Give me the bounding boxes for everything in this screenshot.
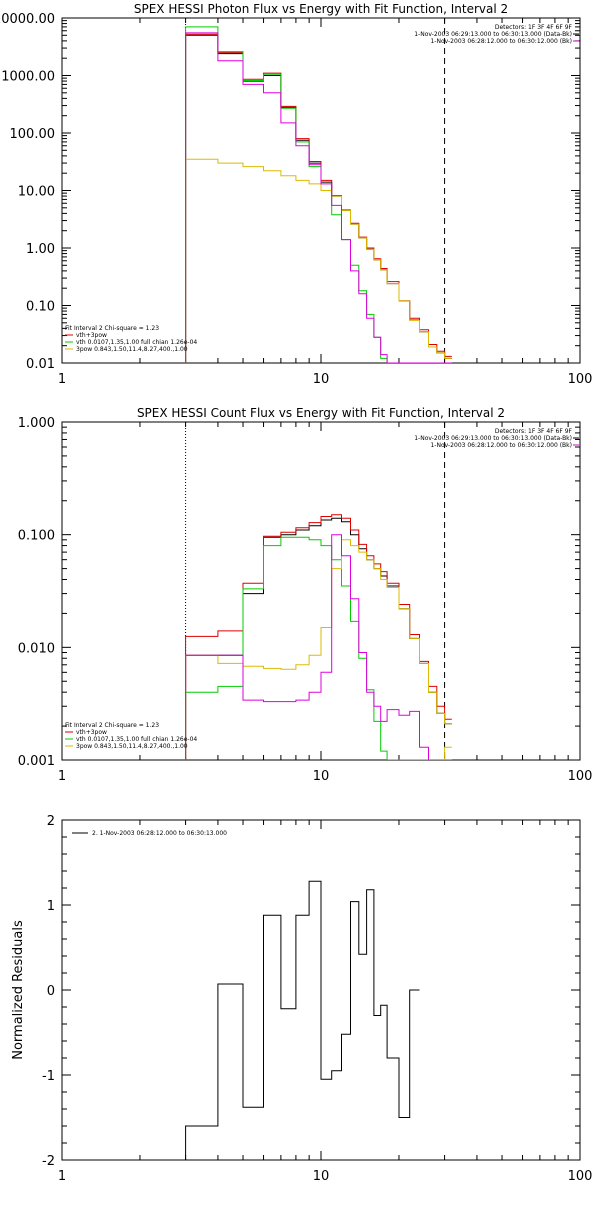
series-line-vth — [185, 26, 452, 363]
y-tick-label: 1000.00 — [1, 70, 55, 85]
legend-entry: 1-Nov-2003 06:29:13.000 to 06:30:13.000 … — [414, 435, 572, 442]
legend-entry: 3pow 0.843,1.50,11.4,8.27,400.,1.00 — [76, 743, 188, 750]
legend-entry: 1-Nov-2003 06:28:12.000 to 06:30:12.000 … — [430, 442, 572, 449]
series-line-data-bk — [185, 517, 452, 760]
y-tick-label: 0.01 — [26, 357, 55, 372]
y-axis-title: Normalized Residuals — [11, 920, 26, 1060]
series-group-2 — [185, 514, 452, 760]
legend-entry: Detectors: 1F 3F 4F 6F 9F — [495, 428, 573, 435]
legend-entry: Detectors: 1F 3F 4F 6F 9F — [495, 24, 573, 31]
y-tick-label: 0 — [47, 984, 55, 999]
y-axis-2: 0.001 0.010 0.100 1.000 — [18, 416, 580, 769]
legend-entry: Fit Interval 2 Chi-square = 1.23 — [65, 722, 159, 729]
y-tick-label: 1 — [47, 899, 55, 914]
y-tick-label: -2 — [42, 1154, 55, 1169]
series-line-data-bk — [185, 34, 452, 363]
x-axis-2: 1 10 100 — [58, 422, 593, 784]
series-line-vth-3pow — [185, 33, 452, 363]
series-line-vth-3pow — [185, 514, 452, 760]
y-axis-3: -2 -1 0 1 2 — [42, 814, 580, 1169]
y-tick-label: 10000.00 — [0, 12, 55, 27]
legend-entry: Fit Interval 2 Chi-square = 1.23 — [65, 325, 159, 332]
x-tick-label: 10 — [313, 1169, 330, 1184]
series-line-bk — [185, 32, 452, 363]
plot-frame-2 — [61, 421, 581, 761]
series-line-3pow — [185, 158, 452, 363]
y-tick-label: 1.00 — [26, 242, 55, 257]
x-axis-1: 1 10 100 — [58, 18, 593, 387]
series-line-vth — [185, 536, 452, 760]
series-group-3 — [185, 880, 420, 1160]
legend-bottom-1: Fit Interval 2 Chi-square = 1.23vth+3pow… — [65, 325, 197, 353]
legend-top-3: 2. 1-Nov-2003 06:28:12.000 to 06:30:13.0… — [72, 830, 227, 837]
x-tick-label: 1 — [58, 769, 66, 784]
series-group-1 — [185, 26, 452, 363]
y-tick-label: 0.100 — [18, 529, 55, 544]
legend-top-1: Detectors: 1F 3F 4F 6F 9F1-Nov-2003 06:2… — [414, 24, 579, 45]
chart-panel-1: SPEX HESSI Photon Flux vs Energy with Fi… — [0, 2, 592, 387]
legend-bottom-2: Fit Interval 2 Chi-square = 1.23vth+3pow… — [65, 722, 197, 750]
legend-top-2: Detectors: 1F 3F 4F 6F 9F1-Nov-2003 06:2… — [414, 428, 579, 449]
legend-entry: 1-Nov-2003 06:29:13.000 to 06:30:13.000 … — [414, 31, 572, 38]
y-tick-label: 1.000 — [18, 416, 55, 431]
x-tick-label: 10 — [313, 769, 330, 784]
x-axis-3: 1 10 100 — [58, 820, 593, 1184]
legend-entry: 3pow 0.843,1.50,11.4,8.27,400.,1.00 — [76, 346, 188, 353]
chart-panel-3: 1 10 100 -2 -1 0 1 2 Normalized Residuals 2. 1-No… — [11, 814, 592, 1184]
series-line-2-1-nov-2003-06-28-12-000-to-06-30-13-000 — [185, 880, 420, 1160]
y-tick-label: -1 — [42, 1069, 55, 1084]
series-line-data-bk — [444, 746, 452, 760]
x-tick-label: 1 — [58, 372, 66, 387]
series-line-3pow — [185, 539, 452, 760]
chart-panel-2: SPEX HESSI Count Flux vs Energy with Fit… — [18, 406, 593, 784]
y-axis-1: 0.01 0.10 1.00 10.00 100.00 1000.00 10000.00 — [0, 12, 580, 372]
legend-entry: vth 0.0107,1.35,1.00 full chian 1.26e-04 — [76, 736, 197, 743]
y-tick-label: 0.001 — [18, 754, 55, 769]
legend-entry: vth+3pow — [76, 332, 107, 339]
y-tick-label: 0.10 — [26, 300, 55, 315]
x-tick-label: 100 — [568, 372, 593, 387]
legend-entry: 1-Nov-2003 06:28:12.000 to 06:30:12.000 … — [430, 38, 572, 45]
y-tick-label: 2 — [47, 814, 55, 829]
y-tick-label: 10.00 — [18, 185, 55, 200]
legend-entry: vth 0.0107,1.35,1.00 full chian 1.26e-04 — [76, 339, 197, 346]
x-tick-label: 100 — [568, 769, 593, 784]
y-tick-label: 100.00 — [10, 127, 56, 142]
chart-title-1: SPEX HESSI Photon Flux vs Energy with Fi… — [134, 2, 508, 16]
series-line-bk — [185, 534, 452, 760]
x-tick-label: 1 — [58, 1169, 66, 1184]
x-tick-label: 100 — [568, 1169, 593, 1184]
y-tick-label: 0.010 — [18, 641, 55, 656]
chart-title-2: SPEX HESSI Count Flux vs Energy with Fit… — [137, 406, 505, 420]
x-tick-label: 10 — [313, 372, 330, 387]
legend-entry: 2. 1-Nov-2003 06:28:12.000 to 06:30:13.0… — [92, 830, 227, 837]
legend-entry: vth+3pow — [76, 729, 107, 736]
